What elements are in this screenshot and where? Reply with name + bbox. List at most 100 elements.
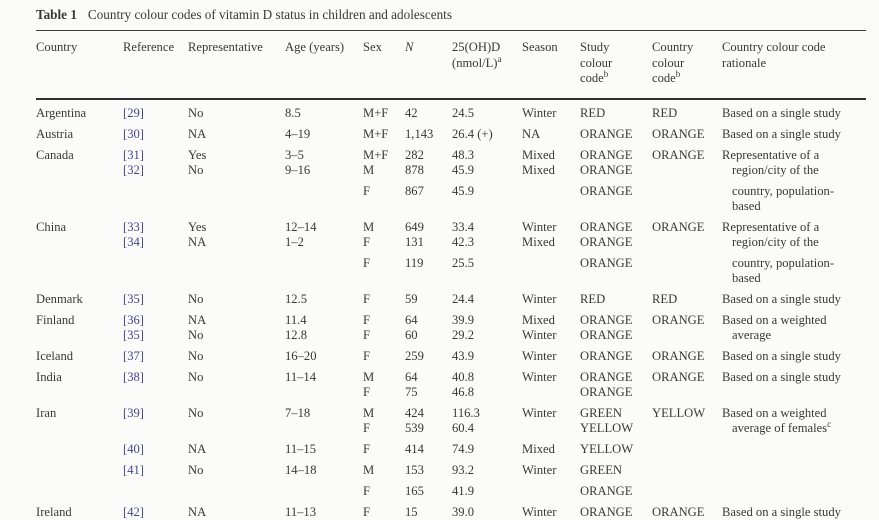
cell-country	[36, 457, 123, 478]
cell-sex: F	[363, 441, 371, 456]
cell-age	[285, 250, 363, 271]
cell-repr: NA	[188, 126, 207, 141]
table-row: Canada [31] Yes 3–5 M+F 282 48.3 Mixed ORANGE ORA…	[36, 142, 866, 163]
cell-country	[36, 250, 123, 271]
col-header-sex: Sex	[363, 30, 405, 100]
table-row: [41] No 14–18 M 153 93.2 Winter GREEN	[36, 457, 866, 478]
cell-rationale: region/city of the	[732, 234, 819, 249]
cell-n: 424	[405, 405, 424, 420]
cell-ccode: ORANGE	[652, 147, 705, 162]
cell-sex: M	[363, 369, 375, 384]
reference-link[interactable]: [37]	[123, 348, 144, 363]
cell-n: 649	[405, 219, 424, 234]
table-row: F 165 41.9 ORANGE	[36, 478, 866, 499]
cell-ref: [41]	[123, 457, 188, 478]
cell-age: 7–18	[285, 405, 311, 420]
cell-ccode	[652, 328, 722, 343]
cell-ref: [35]	[123, 328, 188, 343]
reference-link[interactable]: [32]	[123, 162, 144, 177]
cell-season: Mixed	[522, 234, 555, 249]
table-caption: Table 1 Country colour codes of vitamin D…	[36, 7, 866, 23]
cell-country	[36, 328, 123, 343]
cell-repr	[188, 250, 285, 271]
cell-sex: F	[363, 348, 371, 363]
cell-ohd: 42.3	[452, 234, 475, 249]
caption-text: Country colour codes of vitamin D status…	[87, 7, 452, 22]
cell-study: ORANGE	[580, 219, 633, 234]
cell-ccode: RED	[652, 105, 678, 120]
cell-age	[285, 421, 363, 436]
reference-link[interactable]: [35]	[123, 291, 144, 306]
cell-ref	[123, 478, 188, 499]
cell-sex: F	[363, 420, 371, 435]
cell-age: 11–15	[285, 441, 317, 456]
col-header-ccode: Country colour codeb	[652, 30, 722, 100]
reference-link[interactable]: [35]	[123, 327, 144, 342]
cell-age: 11–14	[285, 369, 317, 384]
cell-repr	[188, 421, 285, 436]
reference-link[interactable]: [30]	[123, 126, 144, 141]
cell-age: 11.4	[285, 312, 307, 327]
cell-country: Iceland	[36, 348, 74, 363]
cell-n: 60	[405, 327, 418, 342]
cell-repr: Yes	[188, 219, 207, 234]
cell-ref: [34]	[123, 235, 188, 250]
reference-link[interactable]: [39]	[123, 405, 144, 420]
cell-ohd: 24.4	[452, 291, 475, 306]
cell-sex: M	[363, 462, 375, 477]
table-body: Argentina [29] No 8.5 M+F 42 24.5 Winter RED RED B…	[36, 99, 866, 520]
cell-rationale: average of femalesc	[732, 420, 832, 435]
cell-rationale: Representative of a	[722, 147, 820, 162]
cell-country: Finland	[36, 312, 75, 327]
cell-ohd: 26.4 (+)	[452, 126, 493, 141]
cell-sex: M	[363, 219, 375, 234]
cell-ccode	[652, 163, 722, 178]
cell-study	[580, 271, 652, 286]
cell-ccode	[652, 178, 722, 199]
cell-season: Winter	[522, 369, 557, 384]
cell-season	[522, 250, 580, 271]
cell-n: 131	[405, 234, 424, 249]
cell-n: 75	[405, 384, 418, 399]
cell-ref	[123, 271, 188, 286]
cell-sex: M+F	[363, 105, 389, 120]
cell-season: Winter	[522, 462, 557, 477]
reference-link[interactable]: [40]	[123, 441, 144, 456]
cell-ohd: 60.4	[452, 420, 475, 435]
reference-link[interactable]: [31]	[123, 147, 144, 162]
cell-sex: M	[363, 162, 375, 177]
cell-study: ORANGE	[580, 327, 633, 342]
reference-link[interactable]: [42]	[123, 504, 144, 519]
reference-link[interactable]: [38]	[123, 369, 144, 384]
cell-age: 3–5	[285, 147, 304, 162]
cell-country	[36, 421, 123, 436]
cell-n: 539	[405, 420, 424, 435]
cell-ref: [32]	[123, 163, 188, 178]
cell-rationale: country, population-	[732, 183, 835, 198]
reference-link[interactable]: [34]	[123, 234, 144, 249]
cell-rationale	[722, 478, 866, 499]
reference-link[interactable]: [29]	[123, 105, 144, 120]
table-row: [40] NA 11–15 F 414 74.9 Mixed YELLOW	[36, 436, 866, 457]
cell-season: NA	[522, 126, 541, 141]
cell-study: YELLOW	[580, 420, 634, 435]
cell-n: 259	[405, 348, 424, 363]
cell-ohd: 46.8	[452, 384, 475, 399]
cell-age: 11–13	[285, 504, 317, 519]
table-row: Iceland [37] No 16–20 F 259 43.9 Winter ORANGE OR…	[36, 343, 866, 364]
cell-repr: NA	[188, 504, 207, 519]
cell-age: 16–20	[285, 348, 317, 363]
cell-ohd	[452, 271, 522, 286]
cell-rationale: based	[732, 270, 761, 285]
cell-ref	[123, 199, 188, 214]
cell-rationale: country, population-	[732, 255, 835, 270]
reference-link[interactable]: [36]	[123, 312, 144, 327]
cell-study: ORANGE	[580, 234, 633, 249]
cell-n: 59	[405, 291, 418, 306]
cell-repr: No	[188, 369, 204, 384]
reference-link[interactable]: [33]	[123, 219, 144, 234]
reference-link[interactable]: [41]	[123, 462, 144, 477]
cell-ccode: RED	[652, 291, 678, 306]
cell-study: ORANGE	[580, 483, 633, 498]
cell-sex: F	[363, 291, 371, 306]
